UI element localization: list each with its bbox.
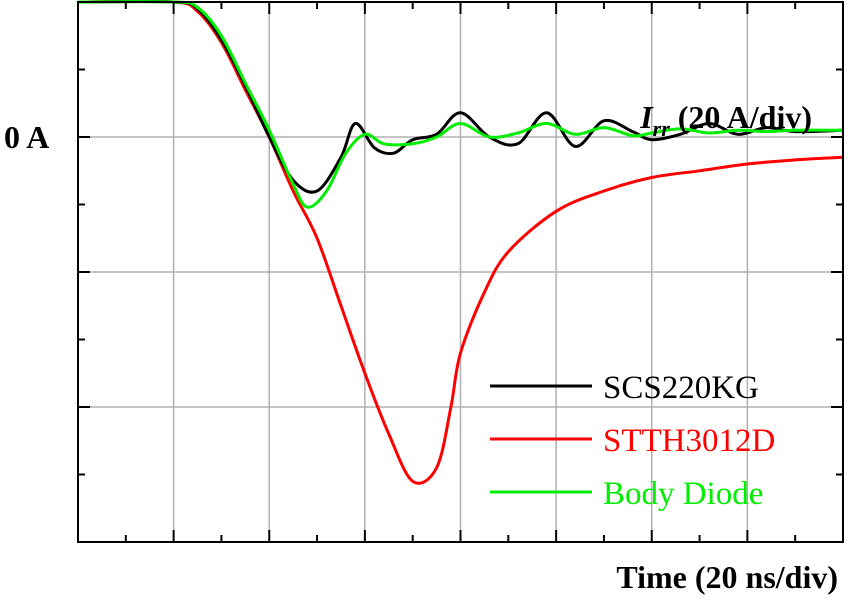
tick-marks [77, 1, 844, 543]
legend: SCS220KG STTH3012D Body Diode [490, 370, 775, 512]
legend-label: Body Diode [603, 476, 763, 512]
y-axis-label-subscript: rr [653, 116, 671, 141]
series-line-stth3012d [77, 0, 844, 485]
y-tick-label: 0 A [4, 119, 49, 155]
legend-label: SCS220KG [603, 370, 759, 406]
grid [78, 2, 843, 542]
legend-label: STTH3012D [603, 423, 775, 459]
y-axis-label-symbol: I [639, 99, 654, 135]
y-axis-label: Irr (20 A/div) [639, 99, 812, 141]
y-tick-labels: 0 A [4, 119, 49, 155]
y-axis-label-units: (20 A/div) [670, 99, 812, 135]
x-axis-label: Time (20 ns/div) [616, 559, 838, 595]
series-layer [77, 0, 844, 485]
series-line-body-diode [77, 0, 844, 209]
series-line-scs220kg [77, 0, 844, 194]
